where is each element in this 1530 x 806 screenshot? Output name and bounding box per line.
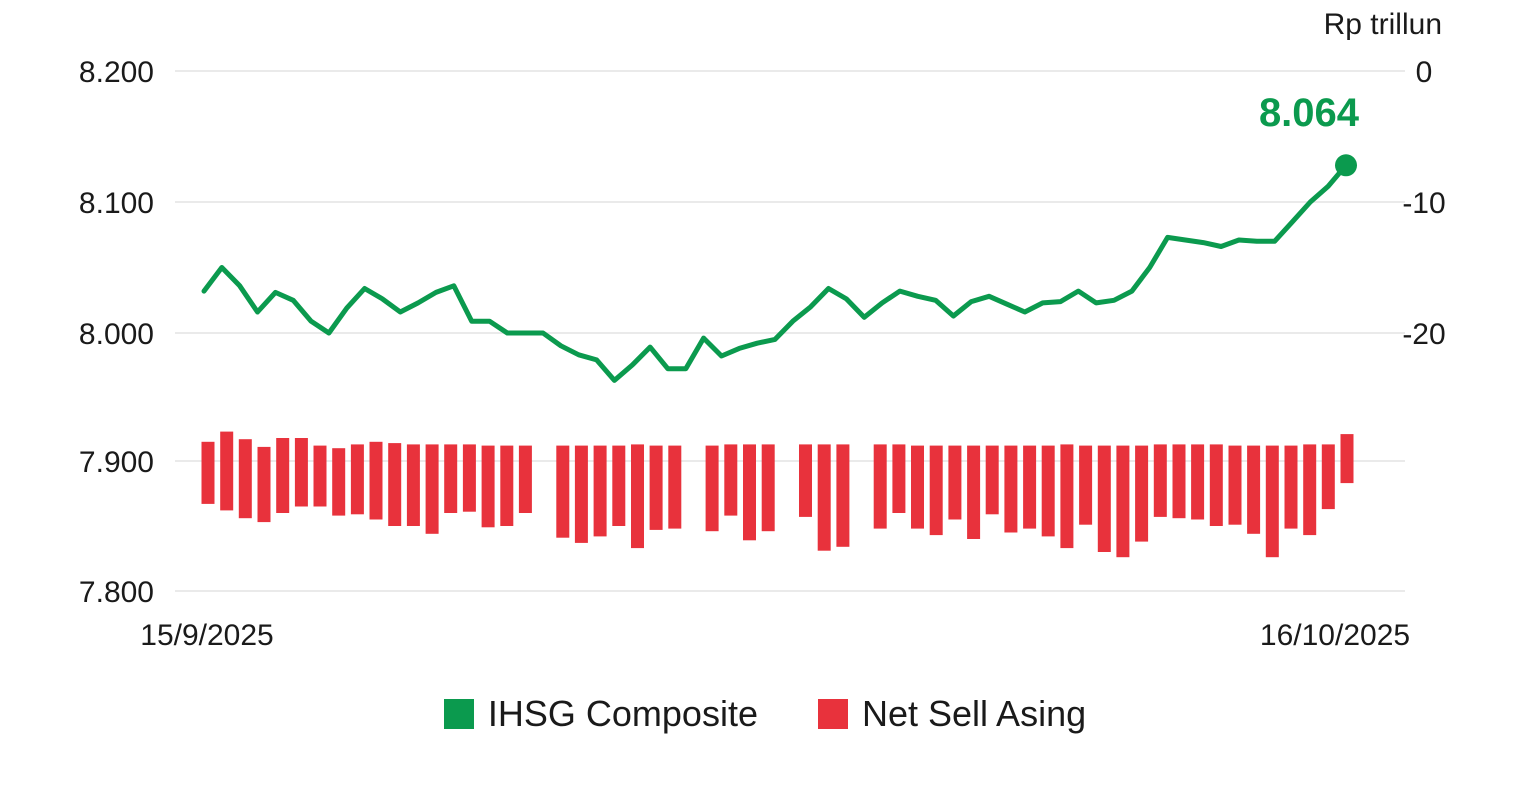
net-sell-bar [1041,445,1055,537]
net-sell-bars [201,431,1354,558]
net-sell-bar [462,444,476,512]
left-axis-ticks: 8.200 8.100 8.000 7.900 7.800 [79,56,154,609]
legend-item-net-sell: Net Sell Asing [817,693,1087,735]
net-sell-bar [1116,445,1130,558]
net-sell-bar [1023,445,1037,529]
net-sell-bar [1097,445,1111,552]
legend-item-ihsg: IHSG Composite [443,693,758,735]
net-sell-bar [220,431,234,511]
net-sell-bar [593,445,607,537]
net-sell-bar [761,444,775,532]
left-tick-label: 8.100 [79,187,154,220]
net-sell-bar [313,445,327,507]
net-sell-bar [1135,445,1149,542]
net-sell-bar [1209,444,1223,526]
right-axis-unit-label: Rp trillun [1324,8,1442,41]
net-sell-bar [1079,445,1093,525]
net-sell-bar [350,444,364,515]
net-sell-bar [929,445,943,536]
net-sell-bar [836,444,850,547]
net-sell-bar [612,445,626,526]
left-tick-label: 8.200 [79,56,154,89]
net-sell-bar [967,445,981,539]
right-tick-label: -10 [1402,187,1445,220]
right-tick-label: 0 [1416,56,1433,89]
net-sell-bar [1265,445,1279,558]
net-sell-bar [444,444,458,513]
net-sell-bar [276,438,290,513]
legend-swatch-ihsg [443,699,474,729]
net-sell-bar [1321,444,1335,510]
net-sell-bar [518,445,532,513]
legend-swatch-net-sell [817,699,848,729]
net-sell-bar [743,444,756,541]
left-tick-label: 7.800 [79,576,154,609]
net-sell-bar [388,443,402,526]
net-sell-bar [705,445,719,532]
net-sell-bar [369,441,383,520]
net-sell-bar [294,438,308,507]
net-sell-bar [1060,444,1074,549]
x-start-label: 15/9/2025 [140,619,273,652]
x-end-label: 16/10/2025 [1260,619,1410,652]
net-sell-bar [1284,445,1298,529]
net-sell-bar [1340,434,1354,484]
net-sell-bar [1228,445,1242,525]
left-tick-label: 8.000 [79,318,154,351]
net-sell-bar [1004,445,1018,533]
net-sell-bar [1153,444,1167,517]
net-sell-bar [201,441,215,504]
right-axis-ticks: 0 -10 -20 [1402,56,1445,351]
net-sell-bar [238,439,252,519]
net-sell-bar [1247,445,1261,534]
net-sell-bar [500,445,514,526]
net-sell-bar [1191,444,1205,520]
net-sell-bar [873,444,887,529]
chart-area: 8.200 8.100 8.000 7.900 7.800 0 -10 -20 Rp tri… [79,8,1446,652]
legend-label-ihsg: IHSG Composite [487,693,758,734]
net-sell-bar [668,445,682,529]
net-sell-bar [481,445,495,528]
net-sell-bar [799,444,812,517]
legend: IHSG Composite Net Sell Asing [0,693,1530,735]
net-sell-bar [556,445,570,538]
legend-label-net-sell: Net Sell Asing [861,693,1087,734]
net-sell-bar [257,446,271,523]
net-sell-bar [948,445,962,520]
net-sell-bar [892,444,906,513]
net-sell-bar [985,445,999,515]
net-sell-bar [425,444,439,534]
ihsg-end-dot [1335,154,1357,177]
net-sell-bar [1303,444,1317,536]
net-sell-bar [332,448,346,516]
left-tick-label: 7.900 [79,446,154,479]
net-sell-bar [911,445,924,529]
ihsg-end-label: 8.064 [1259,91,1360,135]
net-sell-bar [649,445,663,530]
net-sell-bar [631,444,644,549]
net-sell-bar [724,444,738,516]
ihsg-line [201,162,1349,383]
net-sell-bar [817,444,831,551]
net-sell-bar [406,444,420,526]
right-tick-label: -20 [1402,318,1445,351]
net-sell-bar [574,445,588,543]
net-sell-bar [1172,444,1186,519]
